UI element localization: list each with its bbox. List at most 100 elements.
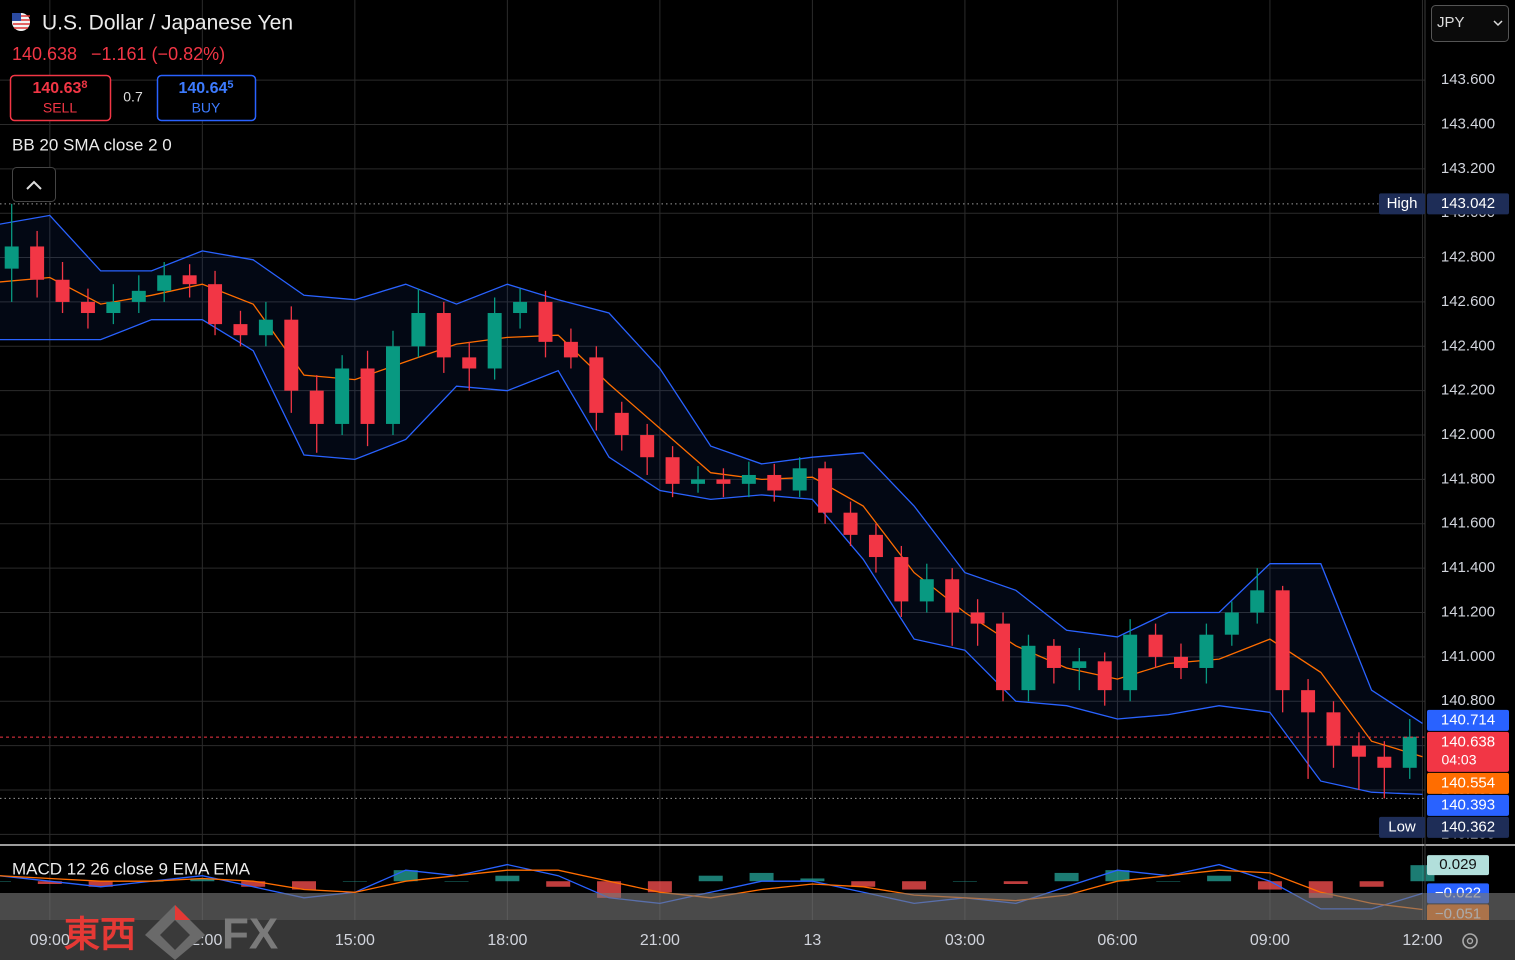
buy-price-main[interactable]: 140.64 [178, 80, 227, 97]
candles [4, 203, 1417, 799]
x-tick-label: 09:00 [30, 932, 70, 949]
candle-body [894, 557, 909, 602]
y-tick-label: 141.600 [1441, 515, 1495, 532]
candle-body [1148, 634, 1163, 657]
sell-box[interactable] [9, 74, 112, 122]
price-label-box [1427, 731, 1509, 772]
macd-histogram-bar [851, 881, 876, 887]
macd-histogram-bar [1003, 881, 1028, 884]
time-axis: 09:00 12:00 15:00 18:00 21:00 13 03:00 06:00 09:… [30, 932, 1443, 949]
price-label-box [1427, 193, 1509, 215]
candle-body [1046, 645, 1061, 668]
candle-body [106, 301, 121, 314]
candle-body [665, 457, 680, 484]
candle-body [208, 284, 223, 325]
candle-body [258, 319, 273, 336]
sell-button[interactable]: 140.638 SELL [9, 74, 112, 122]
buy-price-pip[interactable]: 5 [227, 79, 233, 91]
flag-icon-canton [12, 13, 21, 21]
buy-price[interactable]: 140.645 [178, 79, 233, 97]
logo-accent [175, 905, 190, 920]
candle-body [1275, 590, 1290, 691]
candle-body [80, 301, 95, 314]
candle-body [945, 579, 960, 613]
macd-histogram-bar [647, 881, 672, 893]
currency-select[interactable]: JPY [1431, 5, 1509, 42]
y-tick-label: 142.400 [1441, 337, 1495, 354]
candle-body [741, 474, 756, 484]
candle-body [335, 368, 350, 424]
countdown: 04:03 [1441, 752, 1476, 768]
macd-histogram-bar [37, 881, 62, 884]
last-price: 140.638 [12, 44, 77, 64]
buy-box[interactable] [156, 74, 257, 122]
sell-price[interactable]: 140.638 [32, 79, 87, 97]
x-tick-label: 18:00 [487, 932, 527, 949]
price-lines [0, 203, 1425, 799]
macd-histogram-bar [952, 881, 977, 882]
buy-label[interactable]: BUY [192, 100, 221, 116]
logo-name: 東西 [64, 914, 136, 955]
macd-histogram-bar [393, 870, 418, 882]
collapse-button[interactable] [12, 167, 56, 202]
sell-price-pip[interactable]: 8 [81, 79, 87, 91]
macd-histogram-bar [1207, 875, 1232, 882]
price-tag-box [1379, 816, 1425, 838]
macd-histogram-bar [902, 881, 927, 890]
logo-mark: FX [222, 910, 278, 959]
grid [0, 0, 1425, 920]
candle-body [487, 313, 502, 369]
macd-histogram-bar [1156, 881, 1181, 882]
x-tick-label: 03:00 [945, 932, 985, 949]
candle-body [716, 479, 731, 484]
settings-icon-core[interactable] [1466, 937, 1474, 945]
macd-histogram-bar [800, 878, 825, 882]
y-tick-label: 141.000 [1441, 648, 1495, 665]
indicator-label: BB 20 SMA close 2 0 [12, 135, 172, 154]
candle-body [614, 412, 629, 436]
candle-body [589, 357, 604, 413]
chevron-up[interactable] [26, 180, 42, 190]
candle-body [818, 468, 833, 513]
sell-label[interactable]: SELL [43, 100, 77, 116]
macd-histogram-bar [88, 881, 113, 887]
collapse-box[interactable] [12, 167, 56, 202]
candle-body [309, 390, 324, 424]
candle-body [538, 301, 553, 342]
candle-body [1097, 661, 1112, 691]
candle-body [640, 435, 655, 458]
y-tick-label: 142.200 [1441, 382, 1495, 399]
footer-overlay [0, 893, 1515, 920]
price-label: 143.042 [1441, 195, 1495, 212]
x-tick-label: 21:00 [640, 932, 680, 949]
band-fill [0, 215, 1423, 795]
y-tick-label: 141.200 [1441, 603, 1495, 620]
candle-body [1021, 645, 1036, 691]
candle-body [513, 301, 528, 314]
y-tick-label: 143.400 [1441, 115, 1495, 132]
spread: 0.7 [123, 89, 143, 105]
settings-button[interactable] [1462, 933, 1478, 949]
y-tick-label: 141.400 [1441, 559, 1495, 576]
macd-histogram-bar [0, 881, 11, 882]
candle-body [233, 324, 248, 336]
candle-body [919, 579, 934, 602]
y-tick-label: 140.800 [1441, 692, 1495, 709]
price-tag: Low [1388, 818, 1416, 835]
price-axis: 140.200140.400140.600140.800141.000141.2… [1379, 71, 1509, 842]
settings-icon[interactable] [1462, 933, 1478, 949]
candle-body [4, 246, 19, 269]
chevron-down[interactable] [1493, 20, 1503, 27]
currency-label[interactable]: JPY [1437, 14, 1465, 31]
price-label: 140.393 [1441, 796, 1495, 813]
sell-price-main[interactable]: 140.63 [32, 80, 81, 97]
buy-button[interactable]: 140.645 BUY [156, 74, 257, 122]
y-tick-label: 142.800 [1441, 249, 1495, 266]
price-label: 140.638 [1441, 733, 1495, 750]
candle-body [360, 368, 375, 424]
currency-box[interactable] [1431, 5, 1509, 42]
price-tag: High [1387, 195, 1418, 212]
x-tick-label: 13 [803, 932, 821, 949]
macd-line [0, 863, 1423, 910]
